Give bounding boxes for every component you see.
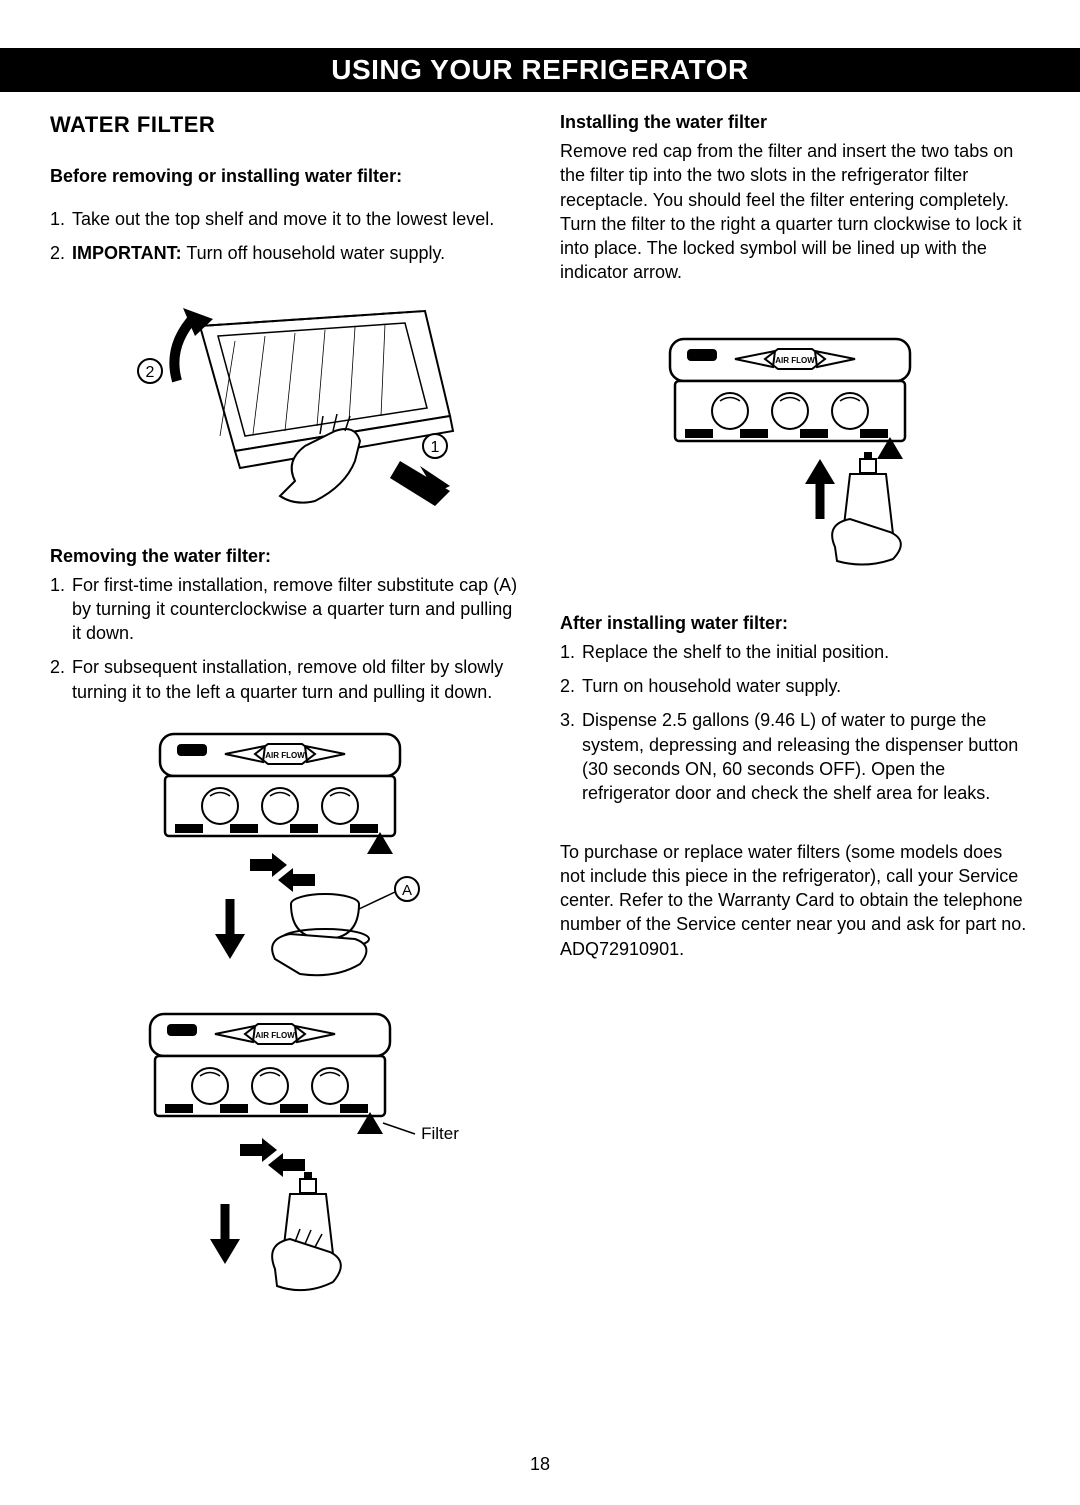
filter-label: Filter [421, 1124, 459, 1143]
list-text: For first-time installation, remove filt… [72, 573, 520, 646]
figure-filter-install: AIR FLOW [560, 329, 1030, 569]
left-column: WATER FILTER Before removing or installi… [50, 112, 520, 1324]
list-item: 1. Take out the top shelf and move it to… [50, 207, 520, 231]
list-num: 2. [50, 241, 72, 265]
list-item: 2. IMPORTANT: Turn off household water s… [50, 241, 520, 265]
figure-shelf: 1 2 [50, 286, 520, 526]
filter-install-diagram: AIR FLOW [645, 329, 945, 569]
list-num: 1. [50, 573, 72, 646]
removing-list: 1. For first-time installation, remove f… [50, 573, 520, 704]
list-num: 1. [560, 640, 582, 664]
right-column: Installing the water filter Remove red c… [560, 112, 1030, 1324]
list-text: For subsequent installation, remove old … [72, 655, 520, 704]
shelf-diagram: 1 2 [105, 286, 465, 526]
fig2-labelA: A [402, 882, 412, 899]
list-num: 2. [560, 674, 582, 698]
figure-cap-a: AIR FLOW [50, 724, 520, 984]
purchase-text: To purchase or replace water filters (so… [560, 840, 1030, 961]
removing-heading: Removing the water filter: [50, 546, 520, 567]
list-item: 2. Turn on household water supply. [560, 674, 1030, 698]
list-num: 2. [50, 655, 72, 704]
airflow-label: AIR FLOW [775, 356, 815, 365]
list-item: 1. Replace the shelf to the initial posi… [560, 640, 1030, 664]
list-text: Turn on household water supply. [582, 674, 1030, 698]
list-item: 2. For subsequent installation, remove o… [50, 655, 520, 704]
section-title: WATER FILTER [50, 112, 520, 138]
list-text-rest: Turn off household water supply. [182, 243, 446, 263]
header-title: USING YOUR REFRIGERATOR [331, 54, 749, 85]
installing-heading: Installing the water filter [560, 112, 1030, 133]
installing-text: Remove red cap from the filter and inser… [560, 139, 1030, 285]
list-text: Dispense 2.5 gallons (9.46 L) of water t… [582, 708, 1030, 805]
list-num: 1. [50, 207, 72, 231]
filter-remove-diagram: AIR FLOW Filter [105, 1004, 465, 1304]
list-num: 3. [560, 708, 582, 805]
fig1-label1: 1 [431, 439, 440, 456]
header-bar: USING YOUR REFRIGERATOR [0, 48, 1080, 92]
important-label: IMPORTANT: [72, 243, 182, 263]
content: WATER FILTER Before removing or installi… [0, 92, 1080, 1324]
airflow-label: AIR FLOW [265, 751, 305, 760]
after-list: 1. Replace the shelf to the initial posi… [560, 640, 1030, 806]
list-item: 3. Dispense 2.5 gallons (9.46 L) of wate… [560, 708, 1030, 805]
list-text: Replace the shelf to the initial positio… [582, 640, 1030, 664]
cap-a-diagram: AIR FLOW [115, 724, 455, 984]
list-item: 1. For first-time installation, remove f… [50, 573, 520, 646]
list-text: Take out the top shelf and move it to th… [72, 207, 520, 231]
list-text: IMPORTANT: Turn off household water supp… [72, 241, 520, 265]
fig1-label2: 2 [146, 364, 155, 381]
after-heading: After installing water filter: [560, 613, 1030, 634]
airflow-label: AIR FLOW [255, 1031, 295, 1040]
page-number: 18 [0, 1454, 1080, 1475]
figure-filter-remove: AIR FLOW Filter [50, 1004, 520, 1304]
before-list: 1. Take out the top shelf and move it to… [50, 207, 520, 266]
before-heading: Before removing or installing water filt… [50, 166, 520, 187]
